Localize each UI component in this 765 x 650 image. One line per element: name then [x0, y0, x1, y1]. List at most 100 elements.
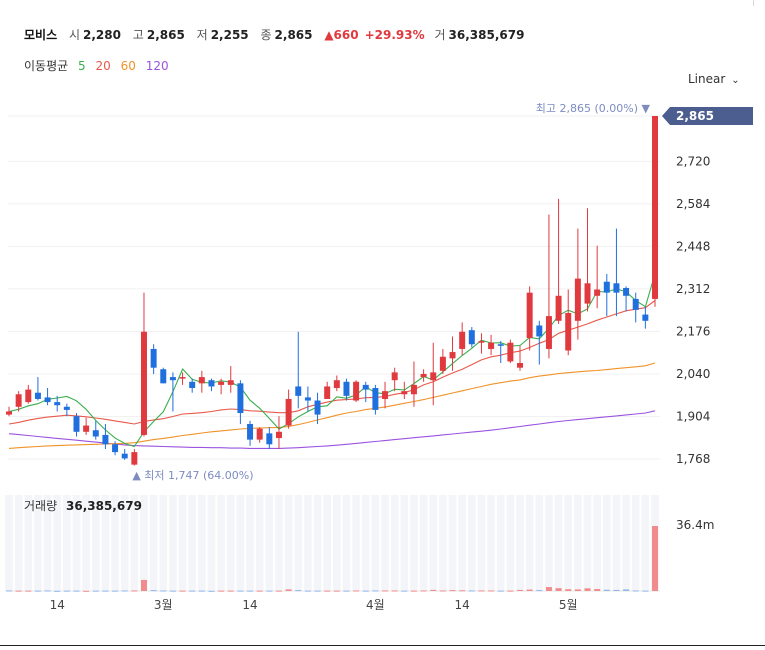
- volume-grid-column: [410, 495, 418, 591]
- volume-grid-column: [34, 495, 42, 591]
- volume-bar: [15, 590, 22, 592]
- volume-bar: [6, 590, 12, 592]
- volume-grid-column: [313, 495, 322, 591]
- volume-grid-column: [53, 495, 62, 591]
- volume-bar: [63, 590, 70, 592]
- candle-body: [92, 430, 99, 437]
- volume-grid-column: [429, 495, 438, 591]
- volume-grid-column: [226, 495, 235, 591]
- volume-grid-column: [198, 495, 206, 591]
- candle-body: [652, 116, 658, 299]
- open-label: 시: [68, 28, 80, 42]
- candle-body: [15, 394, 22, 407]
- volume-bar: [652, 526, 658, 591]
- volume-grid-column: [111, 495, 119, 591]
- candle-body: [372, 388, 379, 410]
- volume-grid-column: [516, 495, 524, 591]
- volume-panel-value: 36,385,679: [66, 499, 142, 513]
- volume-grid-column: [217, 495, 225, 591]
- low-label: 저: [196, 28, 208, 42]
- volume-bar: [642, 590, 649, 592]
- volume-bar: [343, 590, 350, 592]
- volume-bar: [555, 588, 562, 591]
- volume-bar: [160, 590, 167, 592]
- current-price-label: 2,865: [676, 109, 714, 123]
- volume-grid-column: [400, 495, 409, 591]
- volume-bar: [623, 589, 630, 591]
- candle-body: [603, 281, 610, 293]
- scale-select[interactable]: Linear ⌄: [688, 72, 740, 86]
- candle-body: [584, 283, 591, 304]
- candle-body: [613, 283, 620, 293]
- volume-grid-column: [275, 495, 283, 591]
- time-axis-label: 14: [455, 598, 470, 612]
- volume-bar: [150, 590, 157, 592]
- volume-bar: [488, 590, 495, 592]
- candle-body: [237, 383, 244, 414]
- volume-bar: [44, 590, 51, 592]
- volume-bar: [112, 590, 119, 592]
- volume-grid-column: [24, 495, 33, 591]
- volume-bar: [401, 590, 408, 592]
- change-value: ▲660: [324, 28, 359, 42]
- volume-grid-column: [255, 495, 264, 591]
- volume-bar: [584, 588, 591, 591]
- volume-grid-column: [487, 495, 495, 591]
- volume-bar: [574, 589, 581, 591]
- volume-grid-column: [323, 495, 331, 591]
- candle-body: [208, 380, 215, 387]
- bottom-border: [0, 645, 765, 646]
- volume-grid-column: [140, 495, 148, 591]
- volume-bar: [478, 590, 485, 592]
- ma-legend-title: 이동평균: [24, 59, 69, 73]
- volume-grid-column: [564, 495, 573, 591]
- chevron-down-icon: ⌄: [731, 75, 740, 86]
- volume-grid-column: [246, 495, 254, 591]
- candle-body: [73, 416, 80, 432]
- volume-grid-column: [419, 495, 428, 591]
- candle-body: [189, 381, 196, 389]
- candle-body: [642, 314, 649, 321]
- high-annotation: 최고 2,865 (0.00%) ▼: [536, 102, 651, 115]
- volume-bar: [227, 590, 234, 592]
- candle-body: [160, 369, 167, 384]
- volume-bar: [459, 590, 466, 592]
- ma-5-label: 5: [78, 59, 86, 73]
- volume-grid-column: [574, 495, 582, 591]
- candle-body: [459, 331, 466, 349]
- volume-grid-column: [496, 495, 505, 591]
- volume-bar: [131, 590, 138, 592]
- volume-grid-column: [333, 495, 341, 591]
- candle-body: [44, 397, 51, 403]
- volume-bar: [410, 590, 417, 592]
- candle-body: [198, 377, 205, 384]
- volume-bar: [468, 590, 475, 592]
- volume-bar: [275, 590, 282, 592]
- volume-axis-label: 36.4m: [676, 518, 714, 532]
- price-tick-label: 2,720: [676, 154, 710, 168]
- candle-body: [517, 363, 524, 368]
- volume-bar: [324, 590, 331, 592]
- volume-grid-column: [82, 495, 90, 591]
- volume-bar: [430, 589, 437, 591]
- volume-bar: [594, 589, 601, 591]
- candle-body: [420, 373, 427, 378]
- candle-body: [275, 431, 282, 439]
- ma-60-label: 60: [120, 59, 136, 73]
- volume-bar: [439, 590, 446, 592]
- scale-select-label: Linear: [688, 72, 726, 86]
- volume-grid-column: [101, 495, 110, 591]
- volume-grid-column: [159, 495, 168, 591]
- volume-bar: [218, 590, 225, 592]
- time-axis-label: 4월: [366, 598, 385, 612]
- close-value: 2,865: [274, 28, 313, 42]
- volume-grid-column: [583, 495, 592, 591]
- volume-bar: [613, 589, 620, 591]
- volume-bar: [507, 590, 514, 592]
- time-axis-label: 14: [50, 598, 65, 612]
- candle-body: [266, 433, 273, 445]
- candle-body: [449, 352, 456, 359]
- candle-body: [169, 377, 176, 381]
- candle-body: [63, 406, 70, 410]
